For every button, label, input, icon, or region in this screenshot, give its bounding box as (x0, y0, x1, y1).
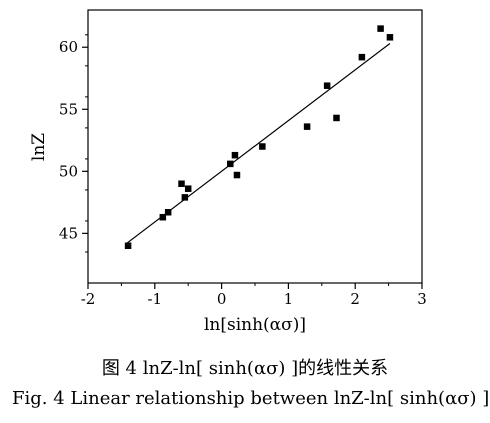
data-point (181, 194, 189, 201)
x-tick-label: -1 (147, 290, 162, 308)
data-point (377, 25, 384, 32)
x-tick-label: 0 (217, 290, 227, 308)
data-point (358, 53, 366, 61)
chart: -2 -1 0 1 2 3 45 50 55 60 ln[sinh(ασ)] lnZ (29, 9, 427, 335)
x-axis: -2 -1 0 1 2 3 (81, 283, 427, 308)
data-point (323, 82, 331, 89)
y-axis-label: lnZ (29, 133, 49, 161)
data-points (124, 25, 394, 250)
x-tick-label: 3 (417, 290, 427, 308)
y-axis: 45 50 55 60 (59, 34, 88, 253)
y-tick-label: 50 (59, 162, 78, 180)
data-point (231, 151, 239, 159)
data-point (386, 34, 394, 41)
data-point (227, 160, 234, 168)
y-tick-label: 45 (59, 224, 78, 242)
figure-caption-english: Fig. 4 Linear relationship between lnZ-l… (12, 388, 490, 409)
data-point (184, 185, 192, 192)
data-point (233, 171, 241, 179)
y-tick-label: 60 (59, 38, 78, 56)
x-axis-label: ln[sinh(ασ)] (204, 315, 306, 335)
x-tick-label: -2 (81, 290, 96, 308)
data-point (259, 143, 266, 150)
data-point (164, 209, 172, 216)
data-point (303, 123, 311, 130)
data-point (159, 213, 167, 221)
figure-caption-chinese: 图 4 lnZ-ln[ sinh(ασ) ]的线性关系 (101, 358, 389, 379)
x-tick-label: 2 (350, 290, 360, 308)
data-point (178, 180, 185, 187)
data-point (124, 242, 132, 250)
x-tick-label: 1 (284, 290, 294, 308)
data-point (333, 114, 340, 122)
y-tick-label: 55 (59, 100, 78, 118)
